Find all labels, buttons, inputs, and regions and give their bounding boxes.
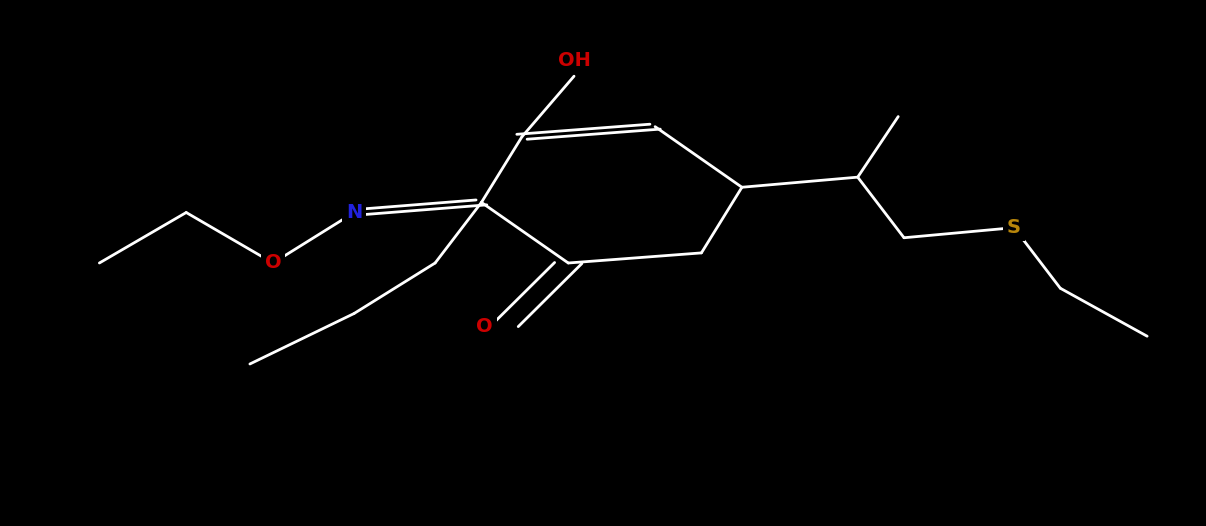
Text: O: O: [265, 254, 281, 272]
Text: S: S: [1007, 218, 1021, 237]
Text: OH: OH: [557, 51, 591, 70]
Text: N: N: [346, 203, 362, 222]
Text: O: O: [476, 317, 493, 336]
